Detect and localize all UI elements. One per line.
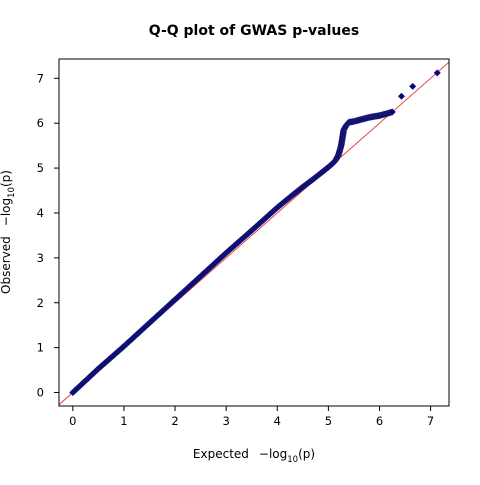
x-tick-label: 4 xyxy=(274,414,281,428)
y-axis-label-math: −log xyxy=(0,198,13,226)
data-point xyxy=(397,92,405,100)
plot-frame xyxy=(58,58,450,407)
data-point xyxy=(388,108,396,116)
y-tick-label: 6 xyxy=(37,116,44,130)
data-point xyxy=(433,69,441,77)
x-tick-label: 0 xyxy=(69,414,76,428)
y-axis-label-arg: (p) xyxy=(0,170,13,187)
x-axis: 0 1 2 3 4 5 6 7 xyxy=(69,406,434,428)
data-points xyxy=(69,69,441,397)
data-point xyxy=(409,82,417,90)
y-tick-label: 5 xyxy=(37,161,44,175)
x-tick-label: 7 xyxy=(427,414,434,428)
x-tick-label: 2 xyxy=(171,414,178,428)
x-tick-label: 3 xyxy=(222,414,229,428)
x-axis-label-sub: 10 xyxy=(287,455,298,465)
x-tick-label: 1 xyxy=(120,414,127,428)
y-tick-label: 4 xyxy=(37,206,44,220)
y-tick-label: 0 xyxy=(37,386,44,400)
y-axis-label: Observed −log10(p) xyxy=(0,170,17,294)
y-tick-label: 3 xyxy=(37,251,44,265)
x-axis-label: Expected −log10(p) xyxy=(193,447,315,465)
y-tick-label: 1 xyxy=(37,341,44,355)
x-axis-label-math: −log xyxy=(259,447,287,461)
x-axis-label-arg: (p) xyxy=(298,447,315,461)
y-axis-label-sub: 10 xyxy=(7,187,17,198)
y-axis: 0 1 2 3 4 5 6 7 xyxy=(37,71,59,400)
x-axis-label-text: Expected xyxy=(193,447,249,461)
y-tick-label: 7 xyxy=(37,71,44,85)
chart-title: Q-Q plot of GWAS p-values xyxy=(149,23,359,39)
y-axis-label-text: Observed xyxy=(0,236,13,294)
plot-area xyxy=(58,58,450,407)
x-tick-label: 6 xyxy=(376,414,383,428)
y-tick-label: 2 xyxy=(37,296,44,310)
x-tick-label: 5 xyxy=(325,414,332,428)
